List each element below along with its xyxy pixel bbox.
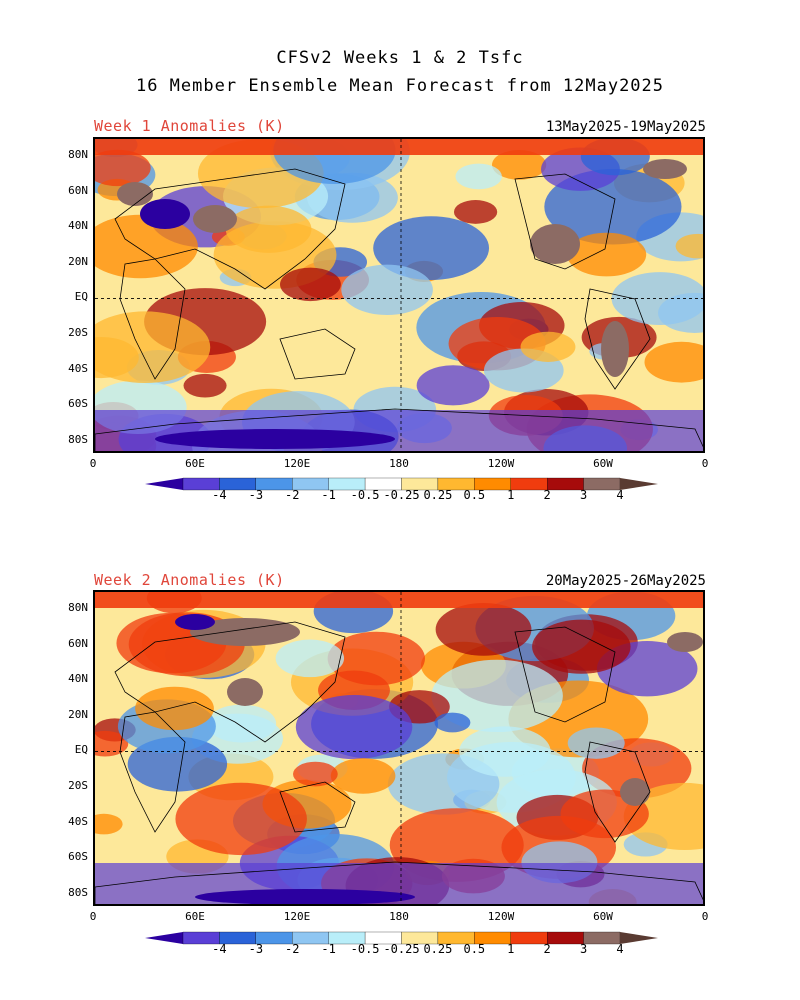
lon-tick-label: 0 <box>89 457 97 470</box>
lat-tick-label: 40N <box>68 672 88 686</box>
colorbar-arrow-high <box>620 932 658 944</box>
lon-tick-label: 60W <box>593 910 613 923</box>
colorbar-tick-label: 3 <box>579 942 588 956</box>
lon-tick-label: 120W <box>487 910 515 923</box>
colorbar-tick-label: 0.25 <box>423 942 453 956</box>
colorbar-tick-label: 2 <box>543 942 551 956</box>
week1-dates: 13May2025-19May2025 <box>545 119 706 135</box>
colorbar-tick-label: 0.25 <box>423 488 453 502</box>
lon-tick-label: 120E <box>283 457 311 470</box>
colorbar-tick-label: 4 <box>616 488 624 502</box>
week2-label: Week 2 Anomalies (K) <box>94 571 285 589</box>
lat-tick-label: 20S <box>68 326 88 339</box>
colorbar-tick-label: -4 <box>212 488 227 502</box>
colorbar-tick-label: -0.25 <box>383 488 420 502</box>
figure-title-line1: CFSv2 Weeks 1 & 2 Tsfc <box>276 48 524 68</box>
lon-tick-label: 0 <box>701 910 709 923</box>
colorbar-tick-label: 3 <box>579 488 588 502</box>
colorbar-tick-label: -2 <box>285 942 300 956</box>
lat-tick-label: EQ <box>74 743 88 757</box>
lon-tick-label: 180 <box>389 457 409 470</box>
colorbar-tick-label: -0.25 <box>383 942 420 956</box>
lat-tick-label: 20N <box>68 254 88 268</box>
week1-anomaly-map <box>93 137 705 453</box>
colorbar-tick-label: 0.5 <box>463 942 486 956</box>
colorbar-tick-label: 0.5 <box>463 488 486 502</box>
colorbar-tick-label: -0.5 <box>350 488 380 502</box>
week2-anomaly-map <box>93 590 705 906</box>
lon-tick-label: 120W <box>487 457 515 470</box>
lat-tick-label: 20N <box>68 707 88 721</box>
colorbar-tick-label: 2 <box>543 488 551 502</box>
lat-tick-label: 40N <box>68 219 88 233</box>
lat-tick-label: 20S <box>68 779 88 792</box>
lat-tick-label: 60S <box>68 397 88 411</box>
lat-tick-label: EQ <box>74 290 88 304</box>
week2-dates: 20May2025-26May2025 <box>545 573 706 589</box>
colorbar-tick-label: -2 <box>285 488 300 502</box>
lon-tick-label: 60E <box>185 910 205 923</box>
figure-title-line2: 16 Member Ensemble Mean Forecast from 12… <box>135 76 665 96</box>
colorbar-tick-label: 4 <box>616 942 624 956</box>
lon-tick-label: 180 <box>389 910 409 923</box>
lat-tick-label: 60S <box>68 850 88 864</box>
colorbar-tick-label: -3 <box>248 942 264 956</box>
colorbar-arrow-low <box>145 932 183 944</box>
week1-label: Week 1 Anomalies (K) <box>94 117 285 135</box>
lon-tick-label: 60W <box>593 457 613 470</box>
lat-tick-label: 60N <box>68 183 88 197</box>
lat-tick-label: 80N <box>68 601 88 614</box>
colorbar-arrow-high <box>620 478 658 490</box>
lat-tick-label: 80N <box>68 148 88 161</box>
lon-tick-label: 0 <box>701 457 709 470</box>
colorbar-tick-label: -1 <box>321 488 336 502</box>
colorbar-tick-label: -3 <box>248 488 264 502</box>
lat-tick-label: 40S <box>68 361 88 375</box>
lat-tick-label: 40S <box>68 814 88 828</box>
colorbar-tick-label: 1 <box>507 942 515 956</box>
lat-tick-label: 80S <box>68 432 88 446</box>
colorbar-tick-label: 1 <box>507 488 515 502</box>
colorbar-arrow-low <box>145 478 183 490</box>
lon-tick-label: 120E <box>283 910 311 923</box>
lon-tick-label: 60E <box>185 457 205 470</box>
lon-tick-label: 0 <box>89 910 97 923</box>
colorbar-tick-label: -1 <box>321 942 336 956</box>
colorbar-tick-label: -4 <box>212 942 227 956</box>
colorbar-tick-label: -0.5 <box>350 942 380 956</box>
lat-tick-label: 60N <box>68 636 88 650</box>
lat-tick-label: 80S <box>68 885 88 899</box>
